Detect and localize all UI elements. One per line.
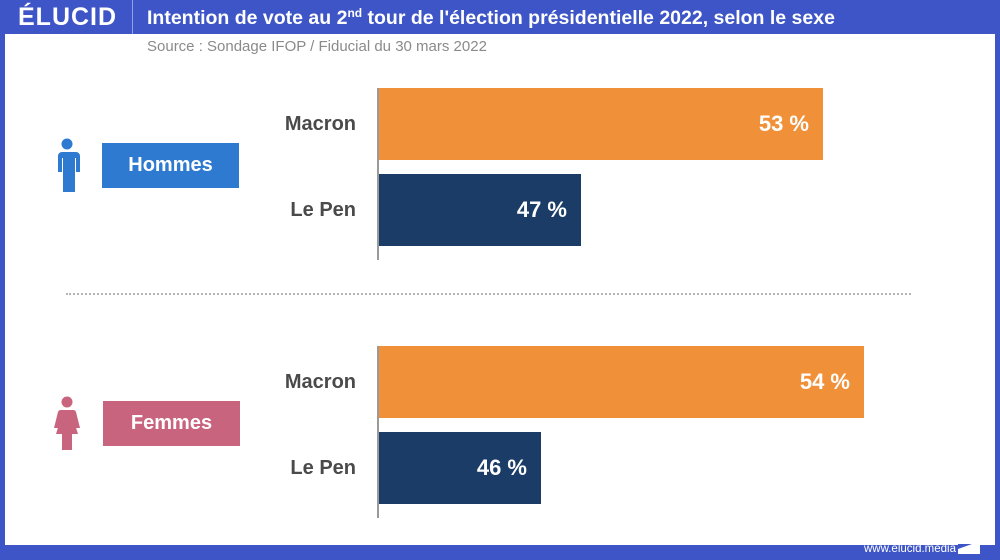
bar-hommes-le-pen: 47 % (379, 174, 581, 246)
candidate-label: Le Pen (290, 457, 356, 479)
man-icon (53, 138, 81, 199)
bar-femmes-macron: 54 % (379, 346, 864, 418)
woman-icon (53, 396, 81, 457)
source-note: Source : Sondage IFOP / Fiducial du 30 m… (147, 38, 487, 55)
candidate-label: Macron (284, 113, 356, 135)
data-label: 54 % (799, 369, 850, 394)
data-label: 47 % (516, 197, 567, 222)
logo-separator (132, 0, 133, 34)
value-axis (377, 346, 379, 518)
bar-hommes-macron: 53 % (379, 88, 823, 160)
value-axis (377, 88, 379, 260)
bar-femmes-le-pen: 46 % (379, 432, 541, 504)
header: ÉLUCID Intention de vote au 2nd tour de … (0, 0, 1000, 34)
logo: ÉLUCID (18, 3, 118, 31)
title-sup: nd (347, 6, 363, 20)
data-label: 53 % (758, 111, 809, 136)
title-post: tour de l'élection présidentielle 2022, … (362, 7, 835, 29)
group-label: Femmes (103, 401, 240, 446)
data-label: 46 % (476, 455, 527, 480)
chart-title: Intention de vote au 2nd tour de l'élect… (147, 6, 835, 30)
candidate-label: Macron (284, 371, 356, 393)
group-label: Hommes (102, 143, 239, 188)
title-pre: Intention de vote au 2 (147, 7, 348, 29)
footer-url[interactable]: www.elucid.media (863, 543, 956, 555)
elucid-flag-icon (958, 540, 980, 554)
candidate-label: Le Pen (290, 199, 356, 221)
group-divider (66, 293, 911, 295)
